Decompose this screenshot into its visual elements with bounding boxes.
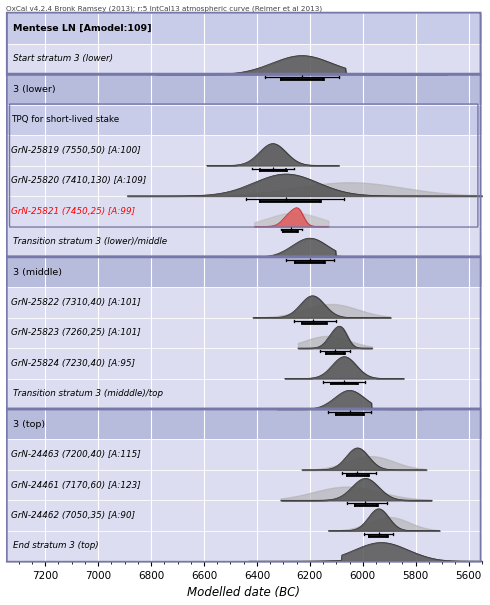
Bar	[5, 44, 482, 74]
Bar	[5, 166, 482, 196]
X-axis label: Modelled date (BC): Modelled date (BC)	[187, 586, 300, 600]
Text: GrN-25820 (7410,130) [A:109]: GrN-25820 (7410,130) [A:109]	[11, 176, 146, 185]
Bar	[5, 409, 482, 439]
Bar	[5, 105, 482, 135]
Text: GrN-25819 (7550,50) [A:100]: GrN-25819 (7550,50) [A:100]	[11, 146, 141, 155]
Text: TPQ for short-lived stake: TPQ for short-lived stake	[11, 116, 119, 125]
Text: Transition stratum 3 (midddle)/top: Transition stratum 3 (midddle)/top	[14, 389, 164, 398]
Bar	[5, 287, 482, 318]
Text: Mentese LN [Amodel:109]: Mentese LN [Amodel:109]	[14, 24, 152, 33]
Text: Transition stratum 3 (lower)/middle: Transition stratum 3 (lower)/middle	[14, 237, 168, 246]
Bar	[5, 226, 482, 257]
Text: GrN-25824 (7230,40) [A:95]: GrN-25824 (7230,40) [A:95]	[11, 359, 135, 368]
Text: GrN-24461 (7170,60) [A:123]: GrN-24461 (7170,60) [A:123]	[11, 480, 141, 489]
Text: 3 (lower): 3 (lower)	[14, 85, 56, 94]
Bar	[5, 135, 482, 166]
Bar	[5, 348, 482, 379]
Bar	[5, 500, 482, 531]
Text: GrN-25823 (7260,25) [A:101]: GrN-25823 (7260,25) [A:101]	[11, 329, 141, 338]
Bar	[5, 13, 482, 44]
Bar	[5, 531, 482, 561]
Bar	[5, 379, 482, 409]
Bar	[5, 74, 482, 105]
Text: GrN-25822 (7310,40) [A:101]: GrN-25822 (7310,40) [A:101]	[11, 298, 141, 307]
Bar	[5, 470, 482, 500]
Bar	[5, 257, 482, 287]
Bar	[5, 196, 482, 226]
Text: GrN-24463 (7200,40) [A:115]: GrN-24463 (7200,40) [A:115]	[11, 450, 141, 459]
Text: 3 (middle): 3 (middle)	[14, 267, 63, 276]
Text: Start stratum 3 (lower): Start stratum 3 (lower)	[14, 54, 114, 64]
Text: GrN-24462 (7050,35) [A:90]: GrN-24462 (7050,35) [A:90]	[11, 511, 135, 520]
Text: OxCal v4.2.4 Bronk Ramsey (2013); r:5 IntCal13 atmospheric curve (Reimer et al 2: OxCal v4.2.4 Bronk Ramsey (2013); r:5 In…	[5, 5, 321, 12]
Text: 3 (top): 3 (top)	[14, 420, 46, 429]
Bar	[5, 439, 482, 470]
Bar	[5, 318, 482, 348]
Text: GrN-25821 (7450,25) [A:99]: GrN-25821 (7450,25) [A:99]	[11, 207, 135, 215]
Text: End stratum 3 (top): End stratum 3 (top)	[14, 541, 99, 551]
